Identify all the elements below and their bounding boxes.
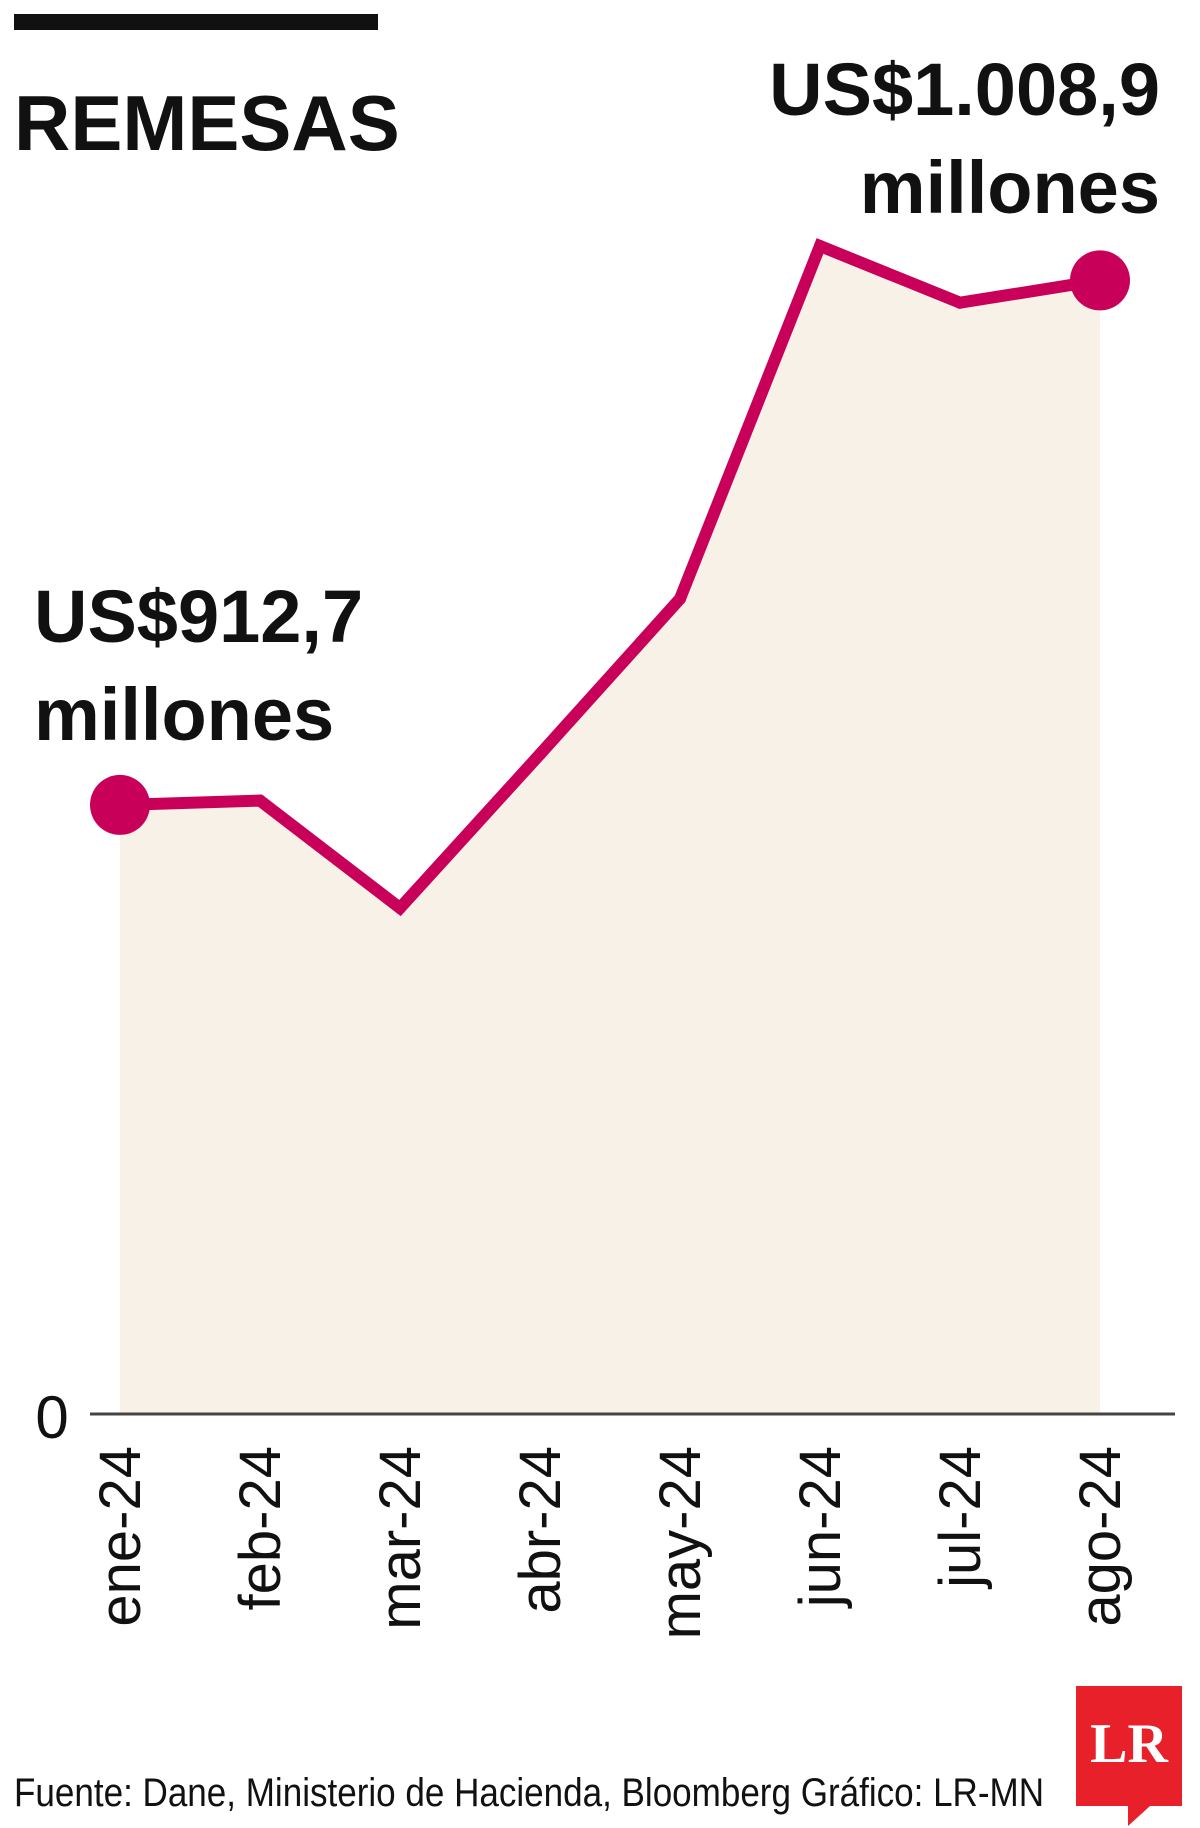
chart-title: REMESAS bbox=[14, 79, 400, 167]
x-tick-label: jun-24 bbox=[788, 1446, 853, 1609]
annotations: US$912,7 millones US$1.008,9 millones bbox=[34, 48, 1160, 756]
data-point bbox=[534, 748, 546, 761]
annotation-unit: millones bbox=[860, 146, 1160, 229]
data-point bbox=[814, 240, 826, 252]
x-tick-label: mar-24 bbox=[368, 1446, 433, 1630]
area-fill bbox=[120, 246, 1100, 1414]
data-point bbox=[954, 296, 966, 309]
endpoint-marker bbox=[1070, 250, 1130, 311]
x-tick-label: may-24 bbox=[648, 1446, 713, 1639]
source-note: Fuente: Dane, Ministerio de Hacienda, Bl… bbox=[14, 1771, 1044, 1815]
annotation-value: US$912,7 bbox=[34, 575, 363, 658]
data-point bbox=[674, 592, 686, 605]
y-tick-label: 0 bbox=[35, 1384, 68, 1451]
series-line bbox=[119, 238, 1101, 917]
lr-logo: LR bbox=[1076, 1686, 1182, 1826]
endpoint-marker bbox=[90, 774, 150, 835]
x-tick-label: abr-24 bbox=[508, 1446, 573, 1614]
annotation-value: US$1.008,9 bbox=[769, 48, 1160, 131]
x-tick-label: ene-24 bbox=[88, 1446, 153, 1627]
x-tick-labels: ene-24 feb-24 mar-24 abr-24 may-24 jun-24 jul-… bbox=[88, 1446, 1133, 1639]
lr-logo-text: LR bbox=[1090, 1713, 1168, 1775]
x-tick-label: jul-24 bbox=[928, 1446, 993, 1590]
plot-area bbox=[90, 238, 1130, 1414]
x-tick-label: feb-24 bbox=[228, 1446, 293, 1610]
title-rule bbox=[14, 14, 378, 30]
x-tick-label: ago-24 bbox=[1068, 1446, 1133, 1627]
data-point bbox=[394, 902, 406, 914]
data-point bbox=[254, 794, 266, 807]
annotation-unit: millones bbox=[34, 673, 334, 756]
